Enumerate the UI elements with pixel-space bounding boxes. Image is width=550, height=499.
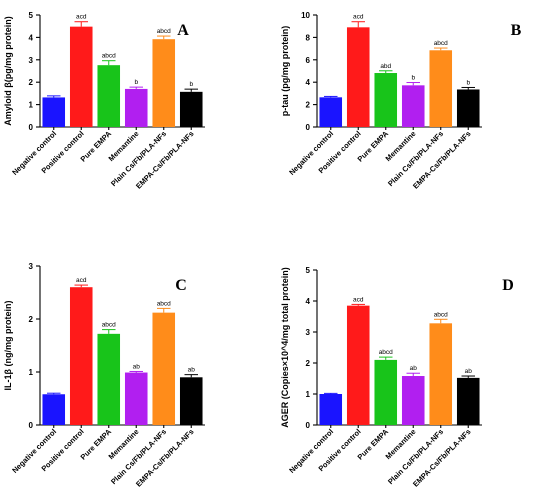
panel-letter: B [511, 22, 522, 39]
significance-label: b [189, 81, 193, 88]
bar [69, 26, 93, 127]
significance-label: ab [188, 367, 196, 374]
significance-label: acd [76, 277, 87, 284]
bar [179, 91, 203, 127]
significance-label: abcd [434, 311, 448, 318]
bar [374, 73, 398, 127]
bar [429, 323, 453, 425]
y-tick-label: 1 [306, 390, 311, 399]
bar [69, 287, 93, 425]
bar [374, 359, 398, 425]
bar [42, 97, 66, 127]
y-tick-label: 2 [306, 101, 311, 110]
significance-label: acd [353, 14, 364, 21]
y-tick-label: 5 [306, 266, 311, 275]
significance-label: b [466, 79, 470, 86]
y-tick-label: 3 [306, 328, 311, 337]
y-tick-label: 0 [29, 421, 34, 430]
bar [456, 89, 480, 127]
y-axis-label: p-tau (pg/mg protein) [280, 26, 290, 116]
y-tick-label: 0 [306, 421, 311, 430]
y-tick-label: 4 [29, 33, 34, 42]
y-axis-label: Amyloid β(pg/mg protein) [3, 16, 13, 126]
significance-label: ab [410, 365, 418, 372]
significance-label: abd [380, 63, 391, 70]
bar [319, 97, 343, 127]
bar [401, 85, 425, 127]
y-tick-label: 2 [306, 359, 311, 368]
significance-label: abcd [379, 349, 393, 356]
significance-label: abcd [102, 322, 116, 329]
significance-label: acd [353, 296, 364, 303]
bar [97, 65, 121, 127]
significance-label: abcd [157, 28, 171, 35]
bar [124, 88, 148, 127]
significance-label: ab [465, 368, 473, 375]
significance-label: abcd [157, 300, 171, 307]
bar [346, 27, 370, 127]
significance-label: b [411, 75, 415, 82]
bar [179, 377, 203, 425]
bar [124, 372, 148, 425]
y-tick-label: 1 [29, 101, 34, 110]
y-tick-label: 3 [29, 262, 34, 271]
y-tick-label: 4 [306, 78, 311, 87]
panel-letter: D [502, 277, 514, 294]
y-tick-label: 0 [29, 123, 34, 132]
bar [97, 333, 121, 425]
y-tick-label: 5 [29, 11, 34, 20]
bar [401, 376, 425, 425]
bar [152, 312, 176, 425]
panel-letter: C [175, 277, 187, 294]
bar [346, 305, 370, 425]
y-axis-label: AGER (Copies×10^4/mg total protein) [280, 267, 290, 428]
significance-label: abcd [102, 53, 116, 60]
bar [42, 394, 66, 425]
y-tick-label: 2 [29, 315, 34, 324]
y-axis-label: IL-1β (ng/mg protein) [3, 301, 13, 391]
bar [152, 39, 176, 127]
y-tick-label: 8 [306, 33, 311, 42]
y-tick-label: 2 [29, 78, 34, 87]
significance-label: acd [76, 14, 87, 21]
panel-letter: A [177, 22, 189, 39]
chart-panel-d: 0 1 2 3 4 5 AGER (Copies×10^4/mg total protein… [280, 266, 514, 489]
y-tick-label: 1 [29, 368, 34, 377]
significance-label: b [134, 79, 138, 86]
y-tick-label: 6 [306, 56, 311, 65]
y-tick-label: 10 [301, 11, 310, 20]
bar [429, 50, 453, 127]
bar [319, 394, 343, 425]
y-tick-label: 3 [29, 56, 34, 65]
y-tick-label: 0 [306, 123, 311, 132]
bar [456, 377, 480, 425]
significance-label: abcd [434, 40, 448, 47]
significance-label: ab [133, 363, 141, 370]
y-tick-label: 4 [306, 297, 311, 306]
